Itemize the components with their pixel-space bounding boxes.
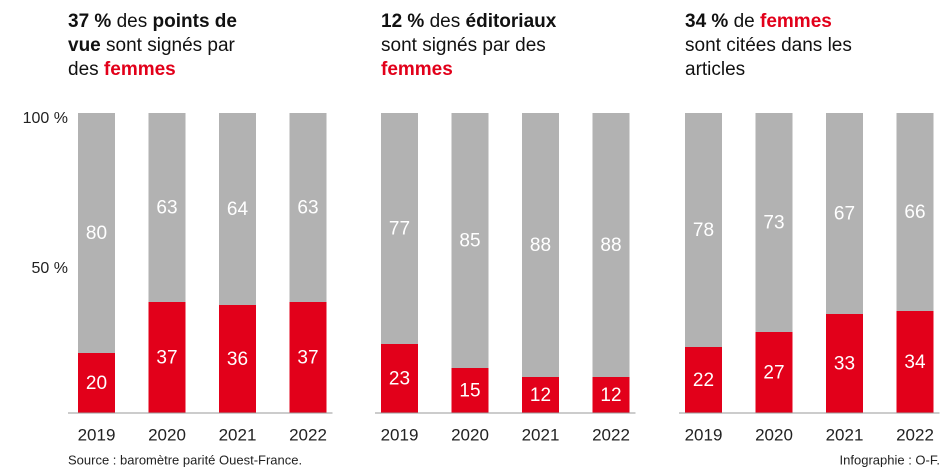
x-tick-label: 2019 — [685, 425, 723, 444]
x-tick-label: 2020 — [148, 425, 186, 444]
value-label: 20 — [86, 373, 107, 394]
credit: Infographie : O-F. — [840, 452, 940, 467]
title-line: sont citées dans les — [685, 34, 852, 58]
title-run: 34 % — [685, 11, 729, 32]
value-label: 88 — [600, 235, 621, 256]
bar-segment — [522, 377, 559, 413]
title-run: sont signés par — [100, 35, 235, 56]
x-tick-label: 2021 — [522, 425, 560, 444]
title-run: femmes — [103, 59, 176, 80]
value-label: 63 — [156, 198, 177, 219]
title-run: sont citées dans les — [685, 35, 852, 56]
title-run: 12 % — [381, 11, 425, 32]
title-line: vue sont signés par — [68, 34, 237, 58]
title-run: articles — [685, 59, 746, 80]
value-label: 12 — [530, 385, 551, 406]
value-label: 37 — [297, 348, 318, 369]
x-tick-label: 2020 — [755, 425, 793, 444]
value-label: 73 — [763, 213, 784, 234]
bar-segment — [219, 305, 256, 413]
bar-segment — [289, 113, 327, 302]
value-label: 15 — [459, 381, 480, 402]
title-line: femmes — [381, 58, 556, 82]
value-label: 12 — [600, 385, 621, 406]
bar-segment — [755, 332, 793, 413]
panel-title: 34 % de femmes sont citées dans les articl… — [685, 10, 852, 82]
bar-segment — [451, 368, 489, 413]
title-run: sont signés par des — [381, 35, 546, 56]
value-label: 80 — [86, 223, 107, 244]
value-label: 37 — [156, 348, 177, 369]
title-line: articles — [685, 58, 852, 82]
value-label: 67 — [834, 204, 855, 225]
bar-segment — [685, 347, 722, 413]
title-run: des — [424, 11, 466, 32]
title-run: femmes — [381, 59, 453, 80]
y-tick-label: 50 % — [32, 260, 68, 277]
x-tick-label: 2021 — [219, 425, 257, 444]
title-run: des — [68, 59, 104, 80]
bar-segment — [592, 113, 630, 377]
bar-segment — [896, 311, 934, 413]
value-label: 63 — [297, 198, 318, 219]
value-label: 23 — [389, 369, 410, 390]
value-label: 66 — [904, 202, 925, 223]
panel-title: 12 % des éditoriaux sont signés par des fe… — [381, 10, 556, 82]
title-run: 37 % — [68, 11, 112, 32]
bar-segment — [381, 344, 418, 413]
title-run: de — [728, 11, 761, 32]
title-line: des femmes — [68, 58, 237, 82]
bar-segment — [755, 113, 793, 332]
value-label: 36 — [227, 349, 248, 370]
bar-segment — [826, 314, 863, 413]
bar-segment — [522, 113, 559, 377]
value-label: 85 — [459, 231, 480, 252]
bar-segment — [78, 113, 115, 353]
title-line: sont signés par des — [381, 34, 556, 58]
bar-segment — [826, 113, 863, 314]
bar-segment — [148, 113, 186, 302]
title-line: 37 % des points de — [68, 10, 237, 34]
value-label: 64 — [227, 199, 249, 220]
x-tick-label: 2021 — [826, 425, 864, 444]
bar-segment — [381, 113, 418, 344]
x-tick-label: 2019 — [78, 425, 116, 444]
source: Source : baromètre parité Ouest-France. — [68, 452, 302, 467]
title-run: femmes — [760, 11, 832, 32]
value-label: 22 — [693, 370, 714, 391]
x-tick-label: 2019 — [381, 425, 419, 444]
bar-segment — [896, 113, 934, 311]
panel-title: 37 % des points de vue sont signés par des… — [68, 10, 237, 82]
value-label: 33 — [834, 354, 855, 375]
x-tick-label: 2022 — [592, 425, 630, 444]
x-tick-label: 2022 — [896, 425, 934, 444]
title-run: éditoriaux — [465, 11, 557, 32]
bar-segment — [592, 377, 630, 413]
title-line: 34 % de femmes — [685, 10, 852, 34]
value-label: 34 — [904, 352, 926, 373]
title-line: 12 % des éditoriaux — [381, 10, 556, 34]
bar-segment — [289, 302, 327, 413]
bar-segment — [78, 353, 115, 413]
value-label: 78 — [693, 220, 714, 241]
bar-segment — [451, 113, 489, 368]
x-tick-label: 2020 — [451, 425, 489, 444]
bar-segment — [685, 113, 722, 347]
y-tick-label: 100 % — [23, 110, 68, 127]
value-label: 77 — [389, 219, 410, 240]
title-run: vue — [68, 35, 101, 56]
value-label: 27 — [763, 363, 784, 384]
bar-segment — [219, 113, 256, 305]
bar-segment — [148, 302, 186, 413]
title-run: des — [111, 11, 153, 32]
title-run: points de — [152, 11, 237, 32]
x-tick-label: 2022 — [289, 425, 327, 444]
value-label: 88 — [530, 235, 551, 256]
